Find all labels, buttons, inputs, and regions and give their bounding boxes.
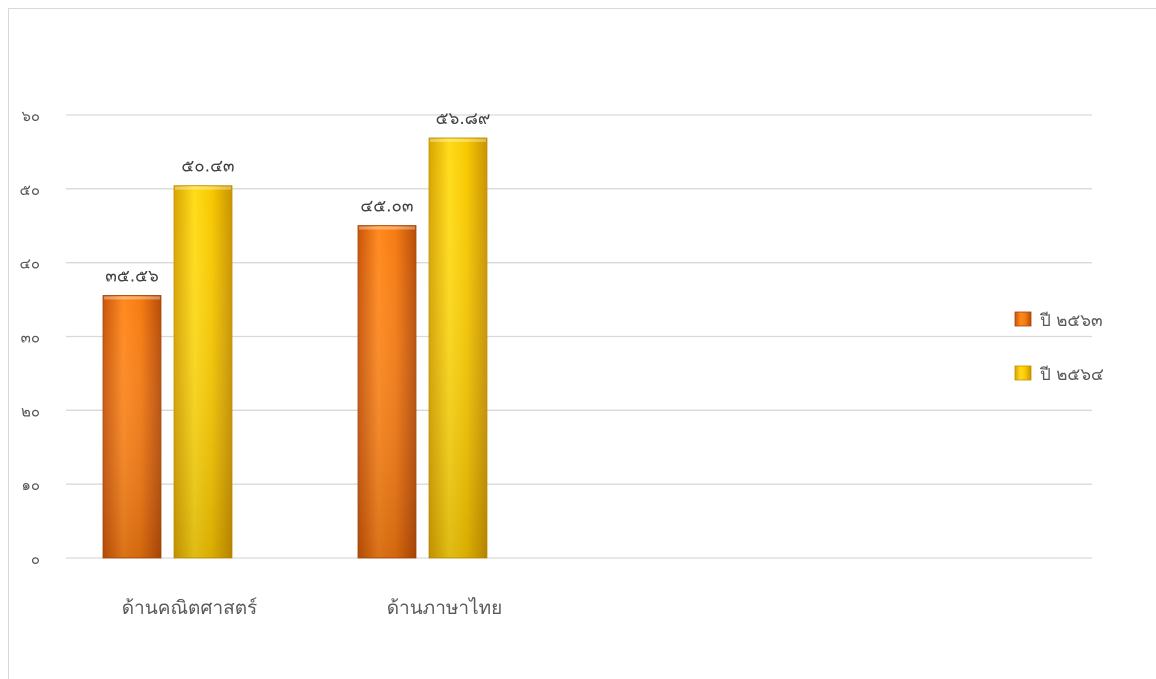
y-tick-label: ๖๐ xyxy=(21,107,40,125)
bar xyxy=(357,225,417,559)
y-axis-ticks: ๐ ๑๐ ๒๐ ๓๐ ๔๐ ๕๐ ๖๐ xyxy=(19,107,40,568)
bar xyxy=(428,137,488,559)
legend-item: ปี ๒๕๖๔ xyxy=(1014,365,1104,385)
y-tick-label: ๑๐ xyxy=(21,476,40,494)
data-label: ๔๕.๐๓ xyxy=(360,197,413,217)
legend-swatch xyxy=(1014,311,1032,327)
x-axis-categories: ด้านคณิตศาสตร์ ด้านภาษาไทย xyxy=(122,597,503,619)
legend-label: ปี ๒๕๖๓ xyxy=(1039,311,1103,331)
y-tick-label: ๓๐ xyxy=(21,329,40,347)
y-tick-label: ๕๐ xyxy=(19,181,40,199)
data-label: ๕๖.๘๙ xyxy=(436,109,491,129)
y-tick-label: ๒๐ xyxy=(21,402,40,420)
data-label: ๓๕.๕๖ xyxy=(105,266,159,286)
gridlines xyxy=(66,114,1092,559)
category-label: ด้านคณิตศาสตร์ xyxy=(122,597,258,619)
legend-item: ปี ๒๕๖๓ xyxy=(1014,311,1103,331)
category-label: ด้านภาษาไทย xyxy=(387,597,503,619)
bar xyxy=(102,295,162,559)
legend-swatch xyxy=(1014,365,1032,381)
data-label: ๕๐.๔๓ xyxy=(181,157,234,177)
y-tick-label: ๔๐ xyxy=(19,255,40,273)
legend-label: ปี ๒๕๖๔ xyxy=(1039,365,1104,385)
y-tick-label: ๐ xyxy=(31,550,40,568)
bars xyxy=(102,137,488,559)
bar xyxy=(173,185,233,559)
